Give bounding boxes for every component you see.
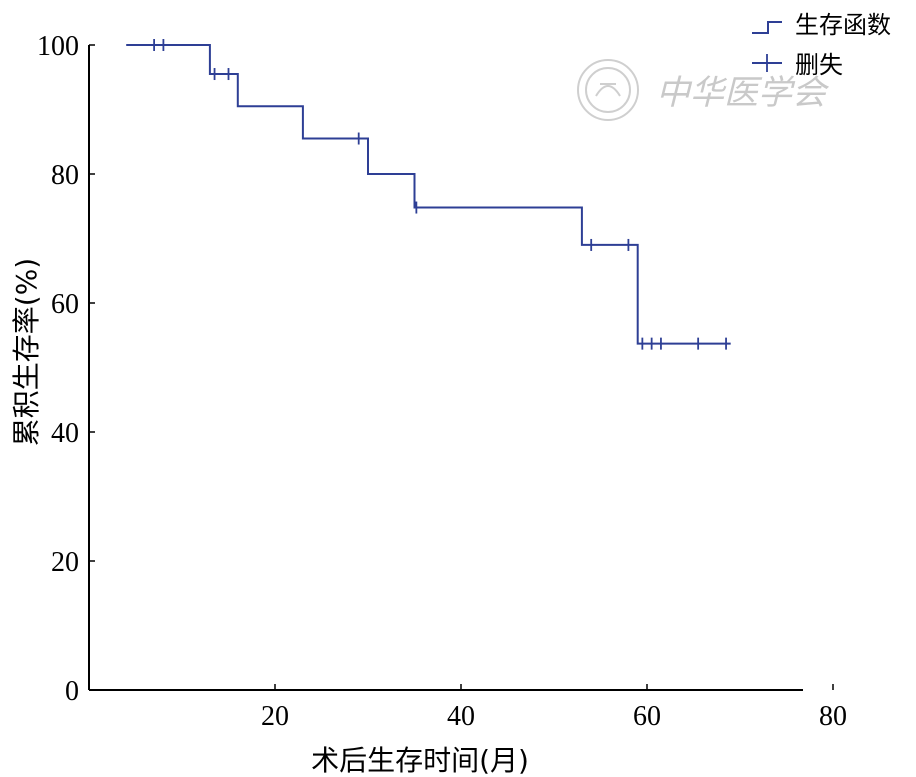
y-tick-label: 20 [51,547,79,578]
legend: 生存函数 删失 [752,11,891,79]
x-tick-label: 60 [633,701,661,732]
y-tick-label: 80 [51,160,79,191]
survival-step-line [126,44,731,345]
y-tick-label: 100 [37,31,79,62]
x-ticks: 20 40 60 80 [261,684,847,732]
x-tick-label: 40 [447,701,475,732]
y-tick-label: 60 [51,289,79,320]
legend-step-icon [752,21,782,34]
plot-area [126,39,731,350]
watermark-text: 中华医学会 [656,73,830,113]
y-ticks: 0 20 40 60 80 100 [37,31,95,707]
x-tick-label: 80 [819,701,847,732]
y-tick-label: 40 [51,418,79,449]
watermark: 中华医学会 [577,59,830,121]
x-axis-title: 术后生存时间(月) [311,744,529,777]
watermark-seal-icon [577,59,639,121]
y-axis-title: 累积生存率(%) [10,258,43,446]
axes [88,45,803,691]
x-tick-label: 20 [261,701,289,732]
legend-item-censored: 删失 [752,51,843,79]
y-tick-label: 0 [65,676,79,707]
legend-item-survival: 生存函数 [752,11,891,39]
legend-label-censored: 删失 [795,51,843,79]
legend-label-survival: 生存函数 [795,11,891,39]
